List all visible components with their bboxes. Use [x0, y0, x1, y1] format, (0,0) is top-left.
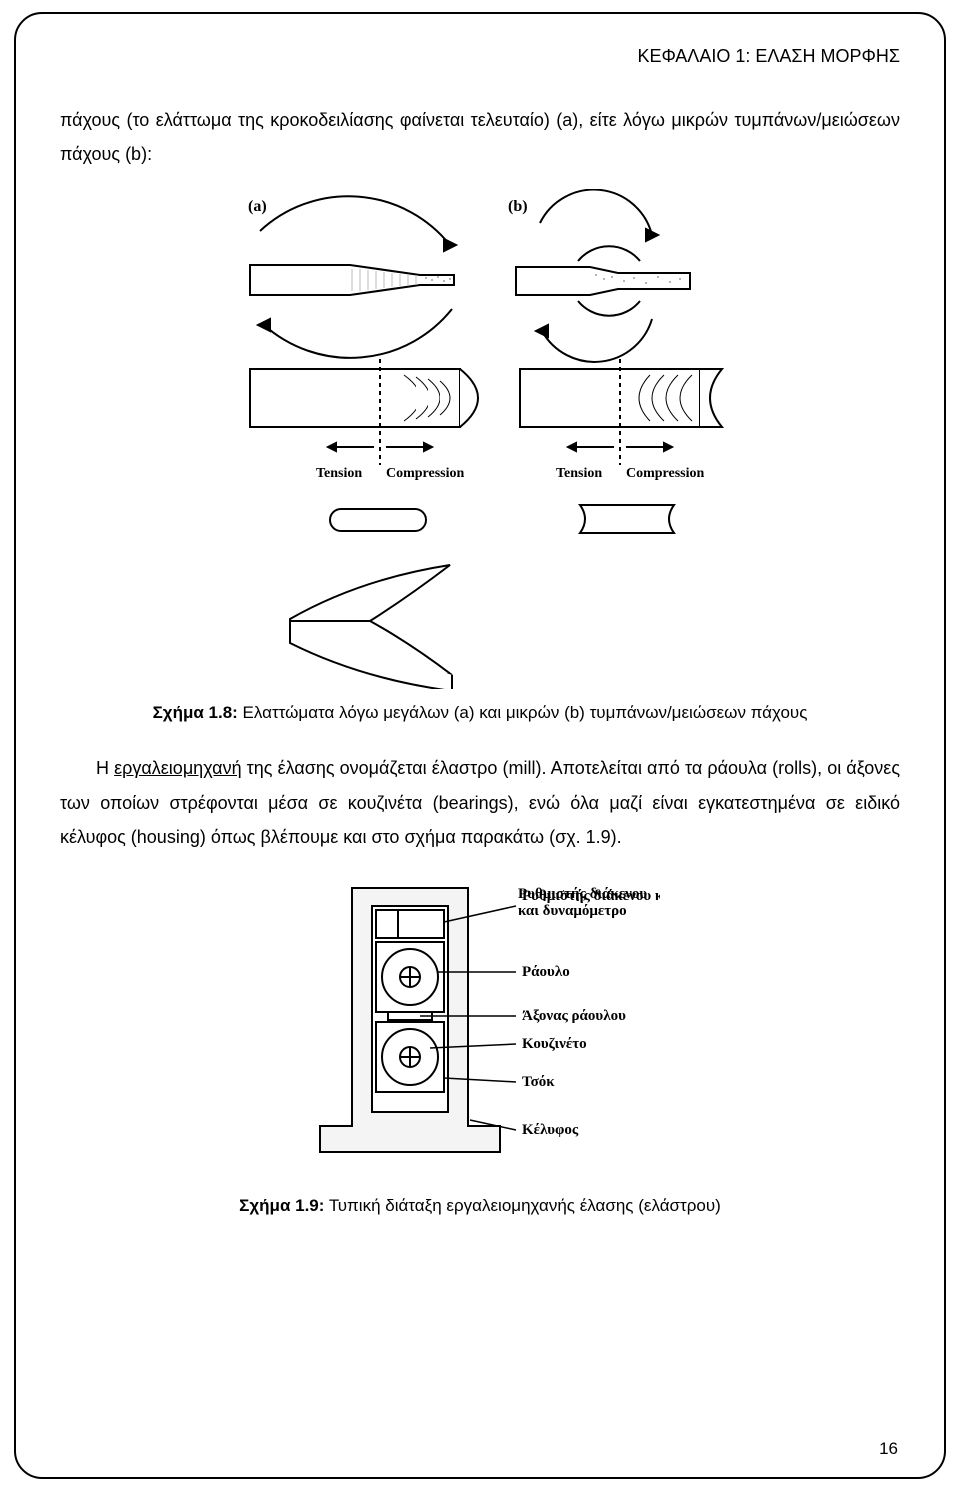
fig1-a-compression: Compression	[386, 466, 465, 481]
page: ΚΕΦΑΛΑΙΟ 1: ΕΛΑΣΗ ΜΟΡΦΗΣ πάχους (το ελάτ…	[0, 0, 960, 1491]
figure-1-rolling-defects: (a) (b)	[220, 189, 740, 689]
fig1-a-section	[330, 509, 426, 531]
fig1-a-plate	[250, 359, 478, 465]
para2-underlined: εργαλειομηχανή	[114, 758, 241, 778]
figure-2-caption-bold: Σχήμα 1.9:	[239, 1196, 324, 1215]
mill-adjuster	[376, 910, 444, 938]
mill-bottom-roll	[382, 1029, 438, 1085]
para2-pre: Η	[96, 758, 114, 778]
fig1-b-compression: Compression	[626, 466, 705, 481]
page-number: 16	[879, 1439, 898, 1459]
mill-label-housing: Κέλυφος	[522, 1122, 579, 1138]
figure-2-mill-diagram: Ρυθμιστής διάκενου και δυναμόμετρο Ράουλ…	[300, 872, 660, 1182]
fig1-b-section	[580, 505, 674, 533]
fig1-b-plate	[520, 359, 722, 465]
mill-label-adjust-wrap: Ρυθμιστής διάκενου και δυναμόμετρο	[518, 886, 658, 921]
figure-1-label-a: (a)	[248, 198, 267, 215]
fig1-a-alligatoring	[290, 565, 452, 689]
figure-1-caption-bold: Σχήμα 1.8:	[153, 703, 238, 722]
figure-2-caption: Σχήμα 1.9: Τυπική διάταξη εργαλειομηχανή…	[60, 1196, 900, 1216]
figure-1-label-b: (b)	[508, 198, 528, 215]
mill-top-roll	[382, 949, 438, 1005]
fig1-a-rolls	[250, 197, 456, 359]
figure-1-caption-text: Ελαττώματα λόγω μεγάλων (a) και μικρών (…	[238, 703, 808, 722]
fig1-a-tension: Tension	[316, 466, 362, 481]
figure-1-caption: Σχήμα 1.8: Ελαττώματα λόγω μεγάλων (a) κ…	[60, 703, 900, 723]
fig1-b-tension: Tension	[556, 466, 602, 481]
paragraph-2: Η εργαλειομηχανή της έλασης ονομάζεται έ…	[60, 751, 900, 854]
mill-label-roll: Ράουλο	[522, 964, 570, 980]
mill-label-bearing: Κουζινέτο	[522, 1036, 587, 1052]
mill-label-chock: Τσόκ	[522, 1074, 555, 1090]
figure-2-caption-text: Τυπική διάταξη εργαλειομηχανής έλασης (ε…	[324, 1196, 720, 1215]
fig1-b-rolls	[516, 190, 690, 362]
paragraph-1: πάχους (το ελάττωμα της κροκοδειλίασης φ…	[60, 103, 900, 171]
chapter-header: ΚΕΦΑΛΑΙΟ 1: ΕΛΑΣΗ ΜΟΡΦΗΣ	[60, 46, 900, 67]
mill-label-axis: Άξονας ράουλου	[522, 1008, 626, 1024]
